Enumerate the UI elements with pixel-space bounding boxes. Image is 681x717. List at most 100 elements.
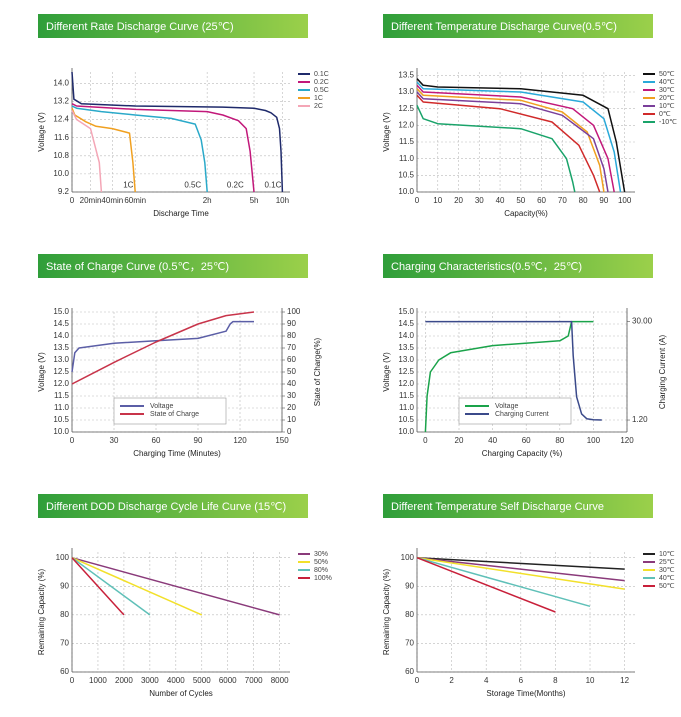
legend-label: 0.5C [314, 87, 329, 94]
x-tick-label: 8 [553, 676, 558, 685]
x-tick-label: 0 [415, 196, 420, 205]
x-axis-title: Storage Time(Months) [486, 689, 565, 698]
x-tick-label: 12 [620, 676, 629, 685]
x-tick-label: 5h [250, 196, 259, 205]
chart-title: Different Temperature Discharge Curve(0.… [391, 21, 617, 33]
title-banner [383, 14, 653, 38]
x-tick-label: 100 [587, 436, 601, 445]
y-tick-label: 14.0 [398, 331, 414, 340]
y-tick-label: 14.0 [53, 331, 69, 340]
y2-axis-title: Charging Current (A) [658, 335, 667, 410]
x-tick-label: 20 [455, 436, 464, 445]
y-tick-label: 13.0 [398, 87, 414, 96]
y-tick-label: 15.0 [398, 307, 414, 316]
y2-tick-label: 30 [287, 391, 296, 400]
x-tick-label: 20min [80, 196, 102, 205]
legend-label: 50℃ [659, 583, 675, 590]
legend-label: 30℃ [659, 567, 675, 574]
y-tick-label: 60 [60, 667, 69, 676]
x-tick-label: 100 [618, 196, 632, 205]
y2-tick-label: 30.00 [632, 317, 653, 326]
x-tick-label: 3000 [141, 676, 159, 685]
series-line [416, 81, 622, 193]
x-axis-title: Charging Capacity (%) [482, 449, 563, 458]
y-tick-label: 11.5 [399, 137, 415, 146]
series-line [71, 320, 254, 373]
x-tick-label: 40min [101, 196, 123, 205]
legend-label: 2C [314, 103, 323, 110]
x-tick-label: 50 [516, 196, 525, 205]
y-tick-label: 12.0 [53, 379, 69, 388]
y-tick-label: 13.2 [53, 97, 69, 106]
series-line [424, 320, 594, 433]
x-tick-label: 60 [537, 196, 546, 205]
x-tick-label: 2h [203, 196, 212, 205]
chart-title: Charging Characteristics(0.5℃，25℃) [391, 261, 582, 273]
y2-tick-label: 20 [287, 403, 296, 412]
y2-axis-title: State of Charge(%) [313, 337, 322, 406]
y-tick-label: 12.0 [398, 379, 414, 388]
x-tick-label: 2 [449, 676, 454, 685]
y-tick-label: 10.0 [398, 187, 414, 196]
x-tick-label: 60 [522, 436, 531, 445]
series-line [416, 94, 601, 193]
y-tick-label: 10.8 [53, 151, 69, 160]
y-tick-label: 14.0 [53, 78, 69, 87]
y-axis-title: Voltage (V) [37, 352, 46, 392]
chart-panel: Different DOD Discharge Cycle Life Curve… [37, 494, 332, 698]
legend-label: 20℃ [659, 95, 675, 102]
series-line [71, 103, 255, 193]
y-axis-title: Remaining Capacity (%) [37, 569, 46, 656]
y-tick-label: 90 [60, 581, 69, 590]
y-tick-label: 15.0 [53, 307, 69, 316]
y-tick-label: 10.5 [398, 170, 414, 179]
legend-label: 10℃ [659, 103, 675, 110]
x-tick-label: 30 [110, 436, 119, 445]
series-line [71, 110, 103, 193]
legend-label: Voltage [150, 403, 173, 410]
y-tick-label: 12.4 [53, 115, 69, 124]
chart-panel: Different Rate Discharge Curve (25℃) 9.2 1… [37, 14, 329, 218]
title-banner [38, 254, 308, 278]
y2-tick-label: 80 [287, 331, 296, 340]
y-tick-label: 11.5 [54, 391, 70, 400]
y-tick-label: 11.0 [399, 403, 415, 412]
title-banner [38, 14, 308, 38]
series-line [416, 78, 626, 193]
annotation: 0.2C [227, 180, 244, 189]
x-tick-label: 20 [454, 196, 463, 205]
y-tick-label: 12.5 [398, 104, 414, 113]
x-tick-label: 90 [599, 196, 608, 205]
y-tick-label: 100 [401, 553, 415, 562]
series-line [71, 556, 280, 616]
y-tick-label: 11.5 [399, 391, 415, 400]
annotation: 0.5C [184, 180, 201, 189]
y2-tick-label: 0 [287, 427, 292, 436]
y-tick-label: 14.5 [398, 319, 414, 328]
y-tick-label: 10.0 [53, 427, 69, 436]
y-axis-title: Voltage (V) [37, 112, 46, 152]
chart-panel: Charging Characteristics(0.5℃，25℃) 10.0 10… [382, 254, 667, 458]
x-tick-label: 150 [275, 436, 289, 445]
y-tick-label: 13.0 [53, 355, 69, 364]
y-axis-title: Voltage (V) [382, 112, 391, 152]
series-line [416, 556, 625, 570]
series-line [71, 557, 125, 616]
y-tick-label: 90 [405, 581, 414, 590]
series-line [71, 311, 255, 385]
series-line [416, 104, 576, 193]
chart-panel: State of Charge Curve (0.5℃，25℃) 10.0 10.5… [37, 254, 322, 458]
series-line [71, 107, 136, 193]
x-tick-label: 120 [620, 436, 634, 445]
x-tick-label: 40 [488, 436, 497, 445]
x-tick-label: 10 [586, 676, 595, 685]
x-axis-title: Capacity(%) [504, 209, 548, 218]
y-tick-label: 14.5 [53, 319, 69, 328]
x-tick-label: 60 [152, 436, 161, 445]
x-tick-label: 6000 [219, 676, 237, 685]
series-line [416, 84, 615, 193]
chart-title: Different Rate Discharge Curve (25℃) [46, 21, 234, 33]
series-line [416, 557, 556, 613]
